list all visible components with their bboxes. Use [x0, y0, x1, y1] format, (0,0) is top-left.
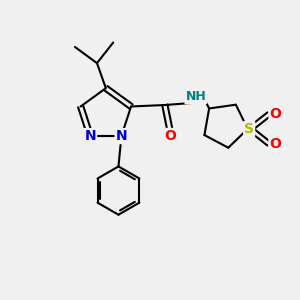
- Text: O: O: [269, 107, 281, 121]
- Text: O: O: [164, 129, 176, 143]
- Text: O: O: [269, 137, 281, 151]
- Text: NH: NH: [185, 90, 206, 103]
- Text: S: S: [244, 122, 254, 136]
- Text: N: N: [116, 129, 127, 143]
- Text: N: N: [84, 129, 96, 143]
